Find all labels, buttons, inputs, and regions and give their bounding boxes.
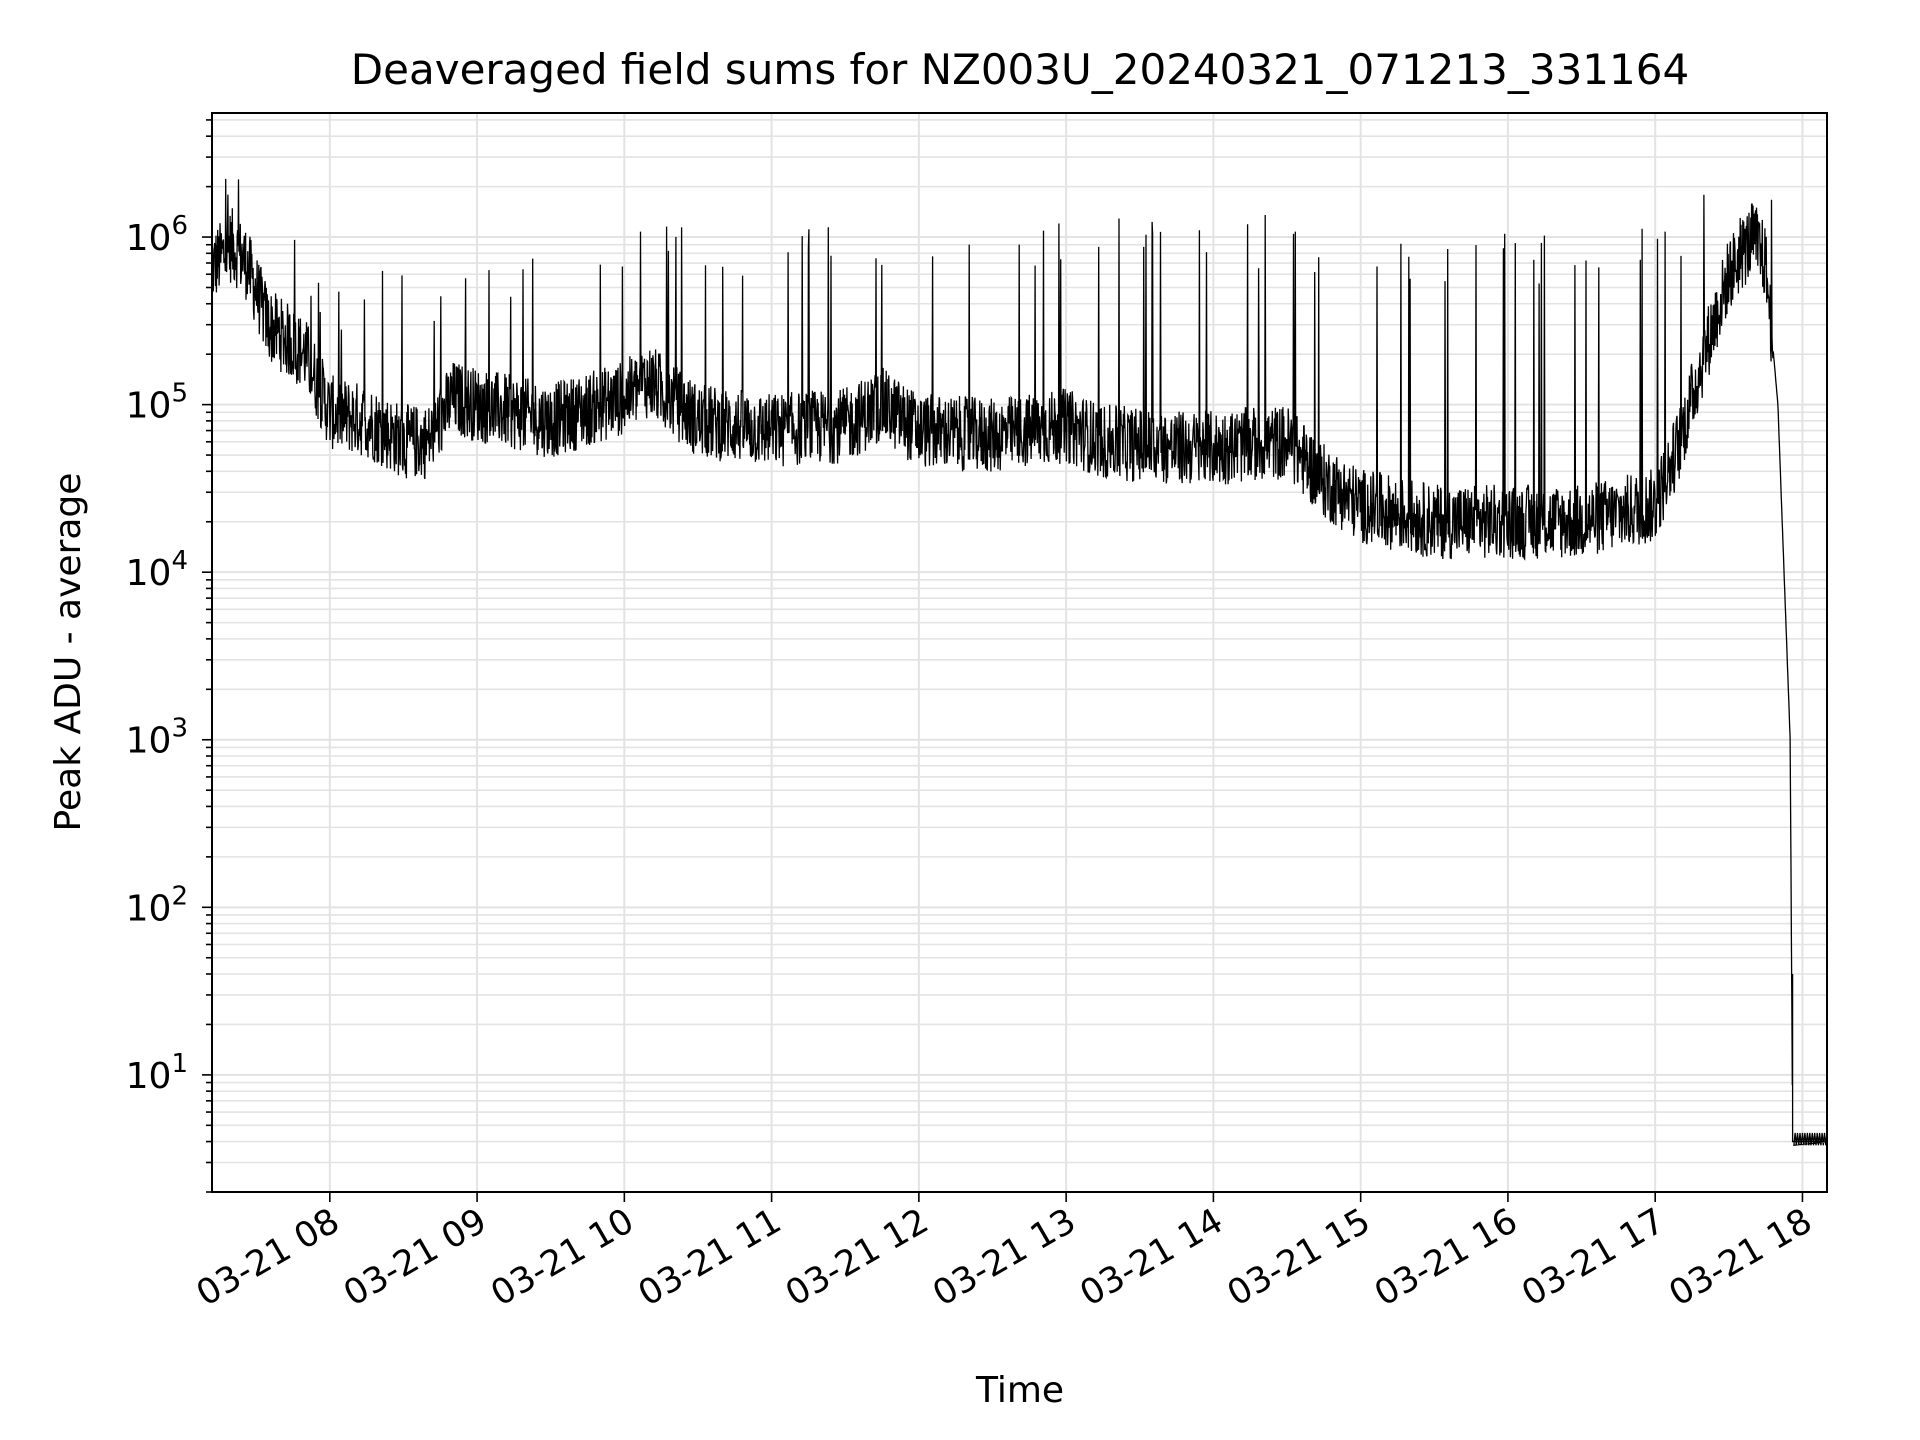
grid (212, 113, 1827, 1193)
x-axis-label: Time (975, 1370, 1064, 1411)
y-tick-label: 103 (126, 714, 188, 762)
chart-title: Deaveraged field sums for NZ003U_2024032… (351, 45, 1689, 94)
y-tick-label: 104 (126, 546, 188, 594)
y-axis-label: Peak ADU - average (48, 473, 89, 832)
y-tick-label: 102 (126, 881, 188, 929)
y-axis: 101 102 103 104 105 106 (126, 119, 212, 1193)
y-tick-label: 105 (126, 379, 188, 427)
y-tick-label: 106 (126, 211, 188, 259)
data-series (212, 178, 1827, 1147)
y-tick-label: 101 (126, 1049, 188, 1097)
plot-frame (211, 112, 1828, 1193)
series-line (212, 178, 1827, 1147)
